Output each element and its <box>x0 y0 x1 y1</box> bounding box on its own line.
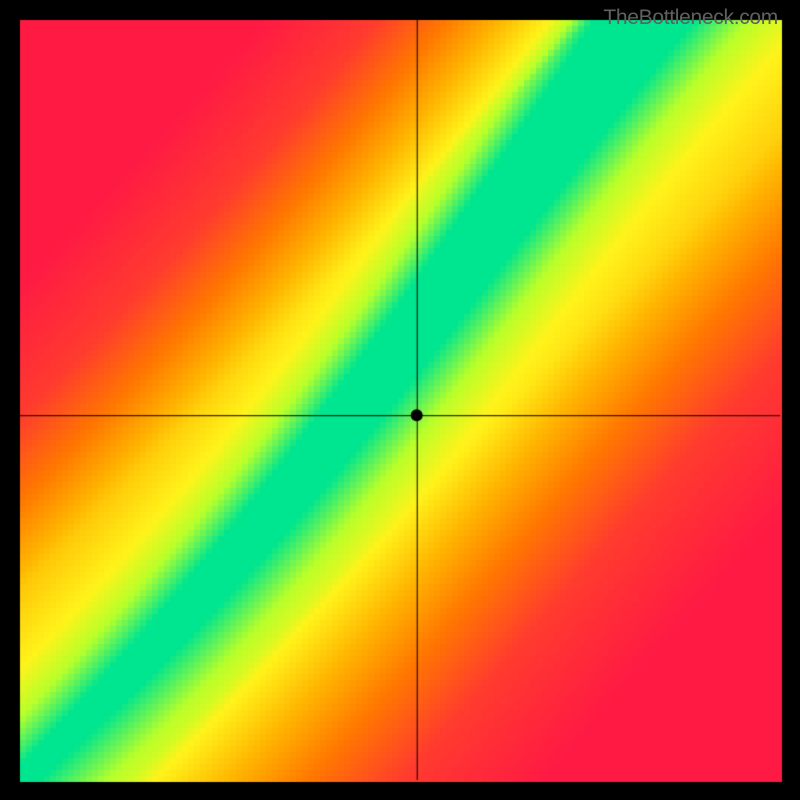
watermark-text: TheBottleneck.com <box>603 6 778 30</box>
bottleneck-heatmap <box>0 0 800 800</box>
